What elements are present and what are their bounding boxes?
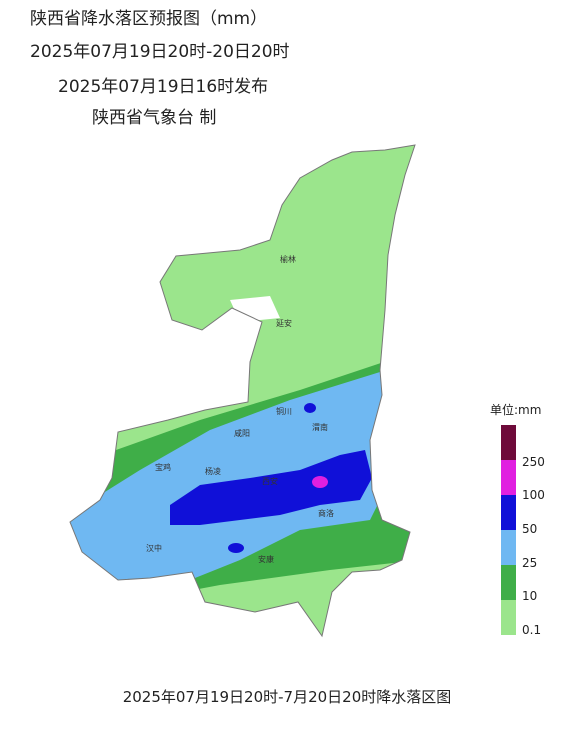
legend-label: 250 [522, 455, 545, 469]
band-light-blue [70, 372, 400, 585]
caption: 2025年07月19日20时-7月20日20时降水落区图 [123, 688, 452, 706]
city-label: 杨凌 [205, 466, 221, 476]
city-label: 西安 [262, 476, 278, 486]
issue-time: 2025年07月19日16时发布 [58, 77, 268, 97]
legend-swatch [501, 530, 516, 565]
city-label: 咸阳 [234, 428, 250, 438]
band-magenta [312, 476, 328, 488]
legend-swatch [501, 495, 516, 530]
legend-label: 10 [522, 589, 537, 603]
legend-label: 100 [522, 488, 545, 502]
city-label: 安康 [258, 554, 274, 564]
city-label: 铜川 [276, 406, 292, 416]
band-blue-spot [228, 543, 244, 553]
legend-label: 25 [522, 556, 537, 570]
city-label: 榆林 [280, 254, 296, 264]
legend-unit: 单位:mm [490, 402, 541, 417]
legend-label: 50 [522, 522, 537, 536]
band-blue-spot [304, 403, 316, 413]
city-label: 商洛 [318, 508, 334, 518]
legend-swatch [501, 565, 516, 600]
legend-swatch [501, 600, 516, 635]
legend-label: 0.1 [522, 623, 541, 637]
city-label: 延安 [276, 318, 292, 328]
map-title: 陕西省降水落区预报图（mm） [30, 9, 267, 29]
precip-map [70, 145, 415, 636]
city-label: 宝鸡 [155, 462, 171, 472]
band-blue [170, 450, 372, 525]
legend: 单位:mm 250 100 50 25 10 0.1 [490, 402, 545, 637]
issuer: 陕西省气象台 制 [92, 108, 216, 128]
legend-swatch [501, 460, 516, 495]
city-label: 汉中 [146, 543, 162, 553]
city-label: 渭南 [312, 422, 328, 432]
forecast-period: 2025年07月19日20时-20日20时 [30, 42, 290, 62]
legend-swatch [501, 425, 516, 460]
